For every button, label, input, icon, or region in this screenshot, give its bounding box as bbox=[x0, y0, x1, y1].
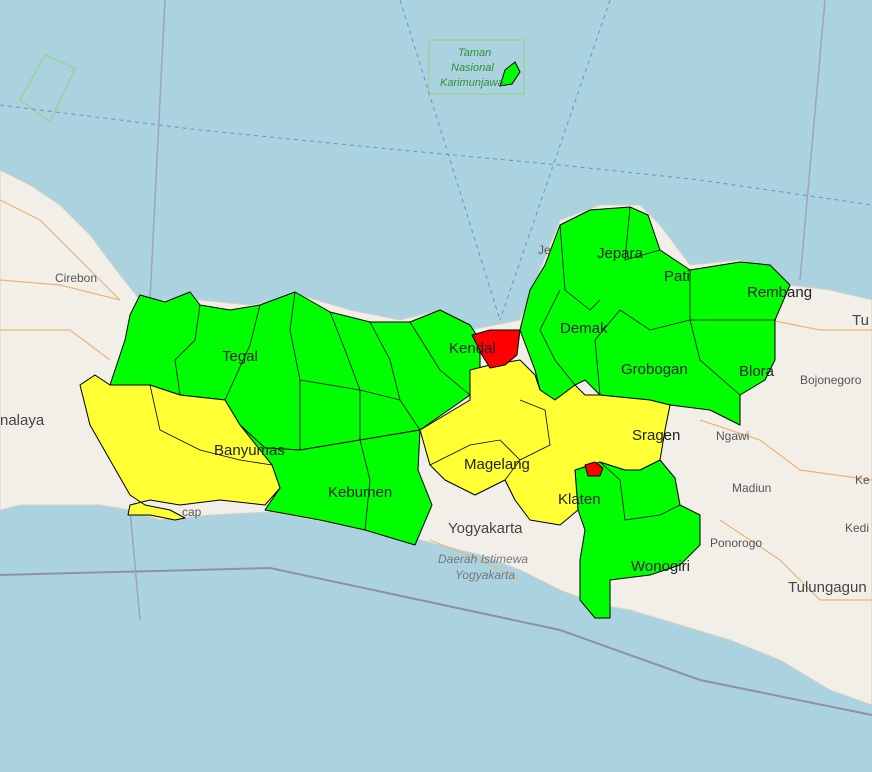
offshore-reserve bbox=[19, 54, 77, 124]
admin-line-2 bbox=[799, 0, 826, 281]
label-kendal: Kendal bbox=[449, 340, 496, 357]
place-diy-line1: Daerah Istimewa bbox=[438, 552, 528, 566]
label-tegal: Tegal bbox=[222, 348, 258, 365]
label-pati: Pati bbox=[664, 268, 690, 285]
district-semarang-city[interactable] bbox=[471, 329, 521, 369]
district-north-east-region[interactable] bbox=[519, 206, 791, 426]
place-diy-line2: Yogyakarta bbox=[455, 568, 515, 582]
place-ponorogo: Ponorogo bbox=[710, 536, 762, 550]
place-ngawi: Ngawi bbox=[716, 429, 749, 443]
label-blora: Blora bbox=[739, 363, 775, 380]
park-label-line3: Karimunjawa bbox=[440, 77, 504, 89]
label-grobogan: Grobogan bbox=[621, 361, 688, 378]
place-ke: Ke bbox=[855, 473, 870, 487]
place-madiun: Madiun bbox=[732, 481, 771, 495]
label-magelang: Magelang bbox=[464, 456, 530, 473]
label-klaten: Klaten bbox=[558, 491, 601, 508]
park-label-line1: Taman bbox=[458, 47, 491, 59]
maritime-boundary bbox=[0, 104, 872, 206]
place-yogyakarta: Yogyakarta bbox=[448, 520, 523, 537]
district-banyumas-region[interactable] bbox=[79, 374, 281, 521]
label-banyumas: Banyumas bbox=[214, 442, 285, 459]
karimunjawa-island bbox=[499, 61, 521, 87]
label-demak: Demak bbox=[560, 320, 608, 337]
internal-borders bbox=[149, 206, 775, 531]
place-nalaya: nalaya bbox=[0, 412, 45, 429]
place-tu: Tu bbox=[852, 312, 869, 329]
place-cap: cap bbox=[182, 505, 202, 519]
label-sragen: Sragen bbox=[632, 427, 680, 444]
place-je: Je bbox=[538, 243, 551, 257]
maritime-boundary-3 bbox=[499, 0, 611, 321]
label-wonogiri: Wonogiri bbox=[631, 558, 690, 575]
roads bbox=[0, 199, 872, 601]
district-surakarta-city[interactable] bbox=[584, 461, 604, 477]
basemap-labels: Cirebon nalaya Yogyakarta Daerah Istimew… bbox=[0, 47, 870, 596]
districts-red bbox=[471, 329, 604, 477]
label-jepara: Jepara bbox=[597, 245, 644, 262]
park-boundary bbox=[428, 39, 525, 95]
label-kebumen: Kebumen bbox=[328, 484, 392, 501]
place-bojonegoro: Bojonegoro bbox=[800, 373, 862, 387]
place-tulungagung: Tulungagun bbox=[788, 579, 867, 596]
label-rembang: Rembang bbox=[747, 284, 812, 301]
place-kedi: Kedi bbox=[845, 521, 869, 535]
admin-line-3 bbox=[129, 509, 141, 621]
park-label-line2: Nasional bbox=[451, 62, 494, 74]
admin-line-1 bbox=[149, 0, 166, 301]
south-boundary bbox=[0, 566, 872, 716]
districts-green bbox=[109, 206, 791, 619]
place-cirebon: Cirebon bbox=[55, 271, 97, 285]
district-kebumen-region[interactable] bbox=[239, 424, 433, 546]
district-labels: Tegal Banyumas Kebumen Kendal Magelang K… bbox=[214, 245, 812, 575]
